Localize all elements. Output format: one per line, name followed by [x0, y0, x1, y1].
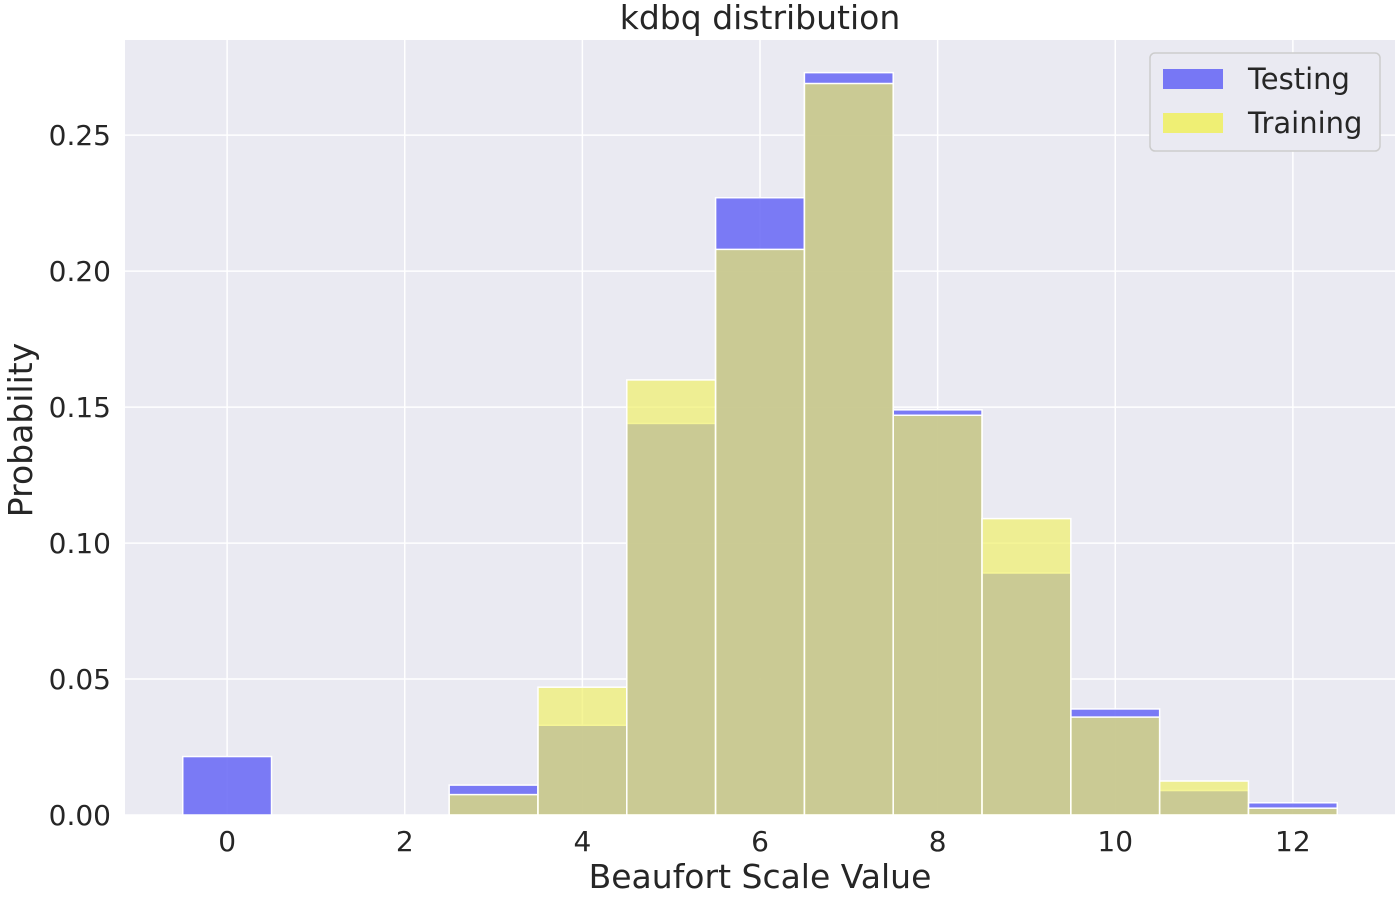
bar-training-4 [537, 686, 628, 816]
bar-training-3 [448, 793, 539, 816]
legend-label-testing: Testing [1247, 62, 1350, 96]
chart-title: kdbq distribution [620, 0, 901, 37]
bars [181, 71, 1339, 816]
bar-training-11 [1158, 780, 1250, 816]
x-tick-label: 4 [573, 825, 591, 858]
x-tick-label: 12 [1275, 825, 1311, 858]
bar-training-12 [1247, 807, 1339, 816]
bar-training-8 [892, 414, 983, 816]
x-tick-label: 8 [929, 825, 947, 858]
bar-training-5 [626, 379, 717, 816]
x-tick-label: 0 [218, 825, 236, 858]
y-axis-label: Probability [1, 343, 40, 517]
legend-label-training: Training [1247, 106, 1362, 140]
bar-training-6 [714, 248, 806, 816]
bar-testing-0 [181, 755, 273, 816]
x-axis-ticks: 0 2 4 6 8 10 12 [218, 825, 1310, 858]
y-tick-label: 0.15 [49, 391, 111, 424]
legend-swatch-training [1163, 113, 1223, 133]
x-tick-label: 6 [751, 825, 769, 858]
y-tick-label: 0.00 [49, 799, 111, 832]
legend: Testing Training [1149, 52, 1381, 152]
y-tick-label: 0.25 [49, 119, 111, 152]
bar-training-10 [1070, 716, 1161, 816]
y-axis-ticks: 0.00 0.05 0.10 0.15 0.20 0.25 [49, 119, 111, 832]
legend-swatch-testing [1163, 69, 1223, 89]
y-tick-label: 0.10 [49, 527, 111, 560]
x-axis-label: Beaufort Scale Value [589, 857, 932, 896]
x-tick-label: 10 [1097, 825, 1133, 858]
bar-training-9 [981, 517, 1072, 816]
y-tick-label: 0.20 [49, 255, 111, 288]
y-tick-label: 0.05 [49, 663, 111, 696]
x-tick-label: 2 [396, 825, 414, 858]
bar-training-7 [803, 82, 894, 816]
